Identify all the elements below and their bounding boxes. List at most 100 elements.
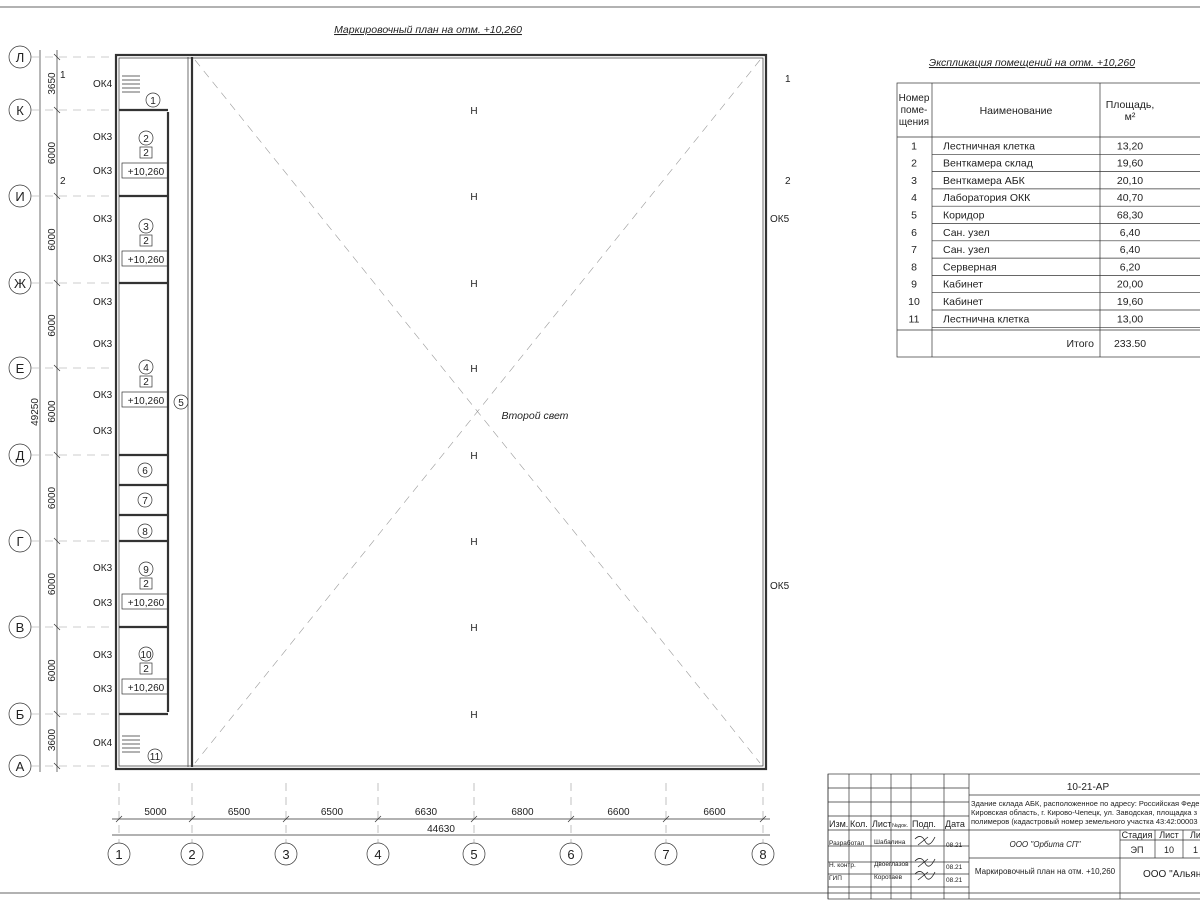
column-mark: H bbox=[470, 364, 477, 375]
cell-area: 19,60 bbox=[1117, 296, 1143, 308]
row-total-dimension: 49250 bbox=[30, 398, 41, 426]
axis-label: 8 bbox=[759, 847, 766, 862]
window-label-ok3: ОК3 bbox=[93, 563, 113, 574]
col-total-dimension: 44630 bbox=[427, 824, 455, 835]
room-floor: 2 bbox=[143, 664, 149, 675]
header-name: Наименование bbox=[980, 105, 1053, 117]
axis-grid: Л К И Ж Е Д Г В Б А 3650 6000 6000 6000 6000 6000 6000 60… bbox=[8, 45, 775, 866]
header-line: м² bbox=[1125, 111, 1136, 123]
stamp-col-header: №док. bbox=[892, 823, 909, 829]
cell-number: 6 bbox=[911, 227, 917, 239]
address-line: Кировская область, г. Кирово-Чепецк, ул.… bbox=[971, 808, 1198, 817]
cell-area: 20,10 bbox=[1117, 175, 1143, 187]
header-number: Номер поме-щения bbox=[899, 93, 930, 128]
room-number-bubble bbox=[138, 646, 154, 662]
room-number-bubble bbox=[145, 92, 161, 108]
organization: ООО "Альянс bbox=[1143, 869, 1200, 880]
room-level: +10,260 bbox=[128, 167, 165, 178]
cell-name: Кабинет bbox=[943, 279, 983, 291]
cell-name: Лестнична клетка bbox=[943, 313, 1029, 325]
axis-label: 5 bbox=[470, 847, 477, 862]
room-number-bubble bbox=[173, 394, 189, 410]
col-dimension: 6500 bbox=[228, 807, 251, 818]
sign-date: 08.21 bbox=[946, 842, 963, 849]
cell-area: 6,20 bbox=[1120, 261, 1141, 273]
window-label-ok3: ОК3 bbox=[93, 297, 113, 308]
cell-number: 11 bbox=[909, 313, 920, 325]
stamp-col-header: Лист bbox=[872, 819, 892, 829]
cell-number: 7 bbox=[911, 244, 917, 256]
axis-label: Ж bbox=[14, 276, 26, 291]
col-dimension: 6800 bbox=[511, 807, 534, 818]
row-dimension: 6000 bbox=[47, 228, 58, 251]
row-dimension: 6000 bbox=[47, 572, 58, 595]
row-dimension: 6000 bbox=[47, 659, 58, 682]
person-role: ГИП bbox=[829, 875, 842, 882]
room-number-bubble bbox=[147, 748, 163, 764]
room-number: 7 bbox=[142, 496, 148, 507]
stamp-col-header: Дата bbox=[945, 819, 965, 829]
window-label-ok5: ОК5 bbox=[770, 214, 790, 225]
cell-name: Венткамера склад bbox=[943, 158, 1033, 170]
exterior-wall bbox=[114, 53, 768, 771]
person-role: Н. контр. bbox=[829, 862, 856, 869]
title-block: 10-21-АР Здание склада АБК, расположенное… bbox=[827, 773, 1200, 900]
cell-area: 6,40 bbox=[1120, 244, 1141, 256]
sign-date: 08.21 bbox=[946, 877, 963, 884]
window-label-ok3: ОК3 bbox=[93, 339, 113, 350]
stamp-col-header: Кол. bbox=[850, 819, 868, 829]
room-level: +10,260 bbox=[128, 396, 165, 407]
room-number: 6 bbox=[142, 466, 148, 477]
header-line: Номер bbox=[899, 93, 930, 104]
axis-label: Б bbox=[16, 707, 25, 722]
cell-name: Кабинет bbox=[943, 296, 983, 308]
signature bbox=[914, 836, 936, 846]
header-area: Площадь, м² bbox=[1106, 99, 1155, 123]
room-number: 9 bbox=[143, 565, 149, 576]
project-code: 10-21-АР bbox=[1067, 782, 1110, 793]
cell-number: 8 bbox=[911, 261, 917, 273]
table-border bbox=[896, 82, 1200, 358]
room-number-bubble bbox=[138, 218, 154, 234]
room-floor: 2 bbox=[143, 579, 149, 590]
header-line: щения bbox=[899, 117, 929, 128]
cell-number: 4 bbox=[911, 192, 917, 204]
cell-number: 5 bbox=[911, 210, 917, 222]
window-label-ok4: ОК4 bbox=[93, 79, 113, 90]
signature bbox=[914, 858, 936, 868]
exterior-wall-inner bbox=[118, 57, 764, 767]
window-label-ok3: ОК3 bbox=[93, 684, 113, 695]
cell-area: 40,70 bbox=[1117, 192, 1143, 204]
window-label-ok3: ОК3 bbox=[93, 598, 113, 609]
cell-area: 68,30 bbox=[1117, 210, 1143, 222]
column-mark: H bbox=[470, 192, 477, 203]
axis-label: В bbox=[16, 620, 25, 635]
level-box bbox=[121, 162, 169, 179]
room-number: 10 bbox=[140, 650, 152, 661]
company-name: ООО "Орбита СП" bbox=[1009, 840, 1081, 849]
address-line: Здание склада АБК, расположенное по адре… bbox=[971, 799, 1199, 808]
room-number-bubble bbox=[137, 523, 153, 539]
section-mark: 2 bbox=[785, 176, 791, 187]
section-mark: 1 bbox=[60, 70, 66, 81]
axis-label: И bbox=[15, 189, 24, 204]
column-mark: H bbox=[470, 279, 477, 290]
header-line: Площадь, bbox=[1106, 99, 1155, 111]
level-box bbox=[121, 391, 169, 408]
header-line: поме- bbox=[901, 105, 928, 116]
person-name: Шабалина bbox=[874, 838, 906, 846]
void-diagonal bbox=[194, 59, 761, 764]
window-label-ok3: ОК3 bbox=[93, 390, 113, 401]
column-mark: H bbox=[470, 710, 477, 721]
cell-area: 6,40 bbox=[1120, 227, 1141, 239]
col-dimension: 6630 bbox=[415, 807, 438, 818]
window-label-ok3: ОК3 bbox=[93, 254, 113, 265]
axis-label: А bbox=[16, 759, 25, 774]
section-mark: 2 bbox=[60, 176, 66, 187]
cell-name: Венткамера АБК bbox=[943, 175, 1026, 187]
cell-number: 9 bbox=[911, 279, 917, 291]
cell-name: Серверная bbox=[943, 261, 997, 273]
sheet-value: 10 bbox=[1164, 845, 1174, 855]
room-number-bubble bbox=[137, 492, 153, 508]
window-label-ok3: ОК3 bbox=[93, 650, 113, 661]
